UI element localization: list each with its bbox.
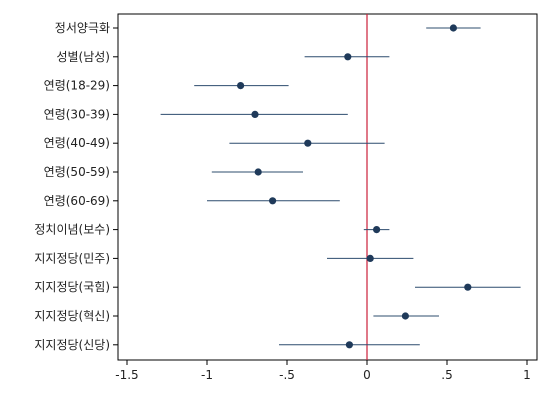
x-tick-label-1: -1.5 [115,368,138,382]
estimate-point-row-3 [237,82,245,90]
x-tick-label-3: -.5 [279,368,295,382]
y-tick-label-row-5: 연령(40-49) [44,136,110,150]
estimate-point-row-9 [366,254,374,262]
y-tick-label-row-8: 정치이념(보수) [34,223,110,237]
y-tick-label-row-6: 연령(50-59) [44,165,110,179]
y-tick-label-row-3: 연령(18-29) [44,79,110,93]
y-tick-label-row-4: 연령(30-39) [44,107,110,121]
y-tick-label-row-7: 연령(60-69) [44,194,110,208]
estimate-point-row-4 [251,110,259,118]
plot-frame [117,13,538,361]
estimate-point-row-1 [449,24,457,32]
y-tick-label-row-9: 지지정당(민주) [34,251,110,265]
y-tick-label-row-1: 정서양극화 [55,21,110,35]
y-tick-label-row-2: 성별(남성) [56,50,110,64]
y-tick-label-row-10: 지지정당(국힘) [34,280,110,294]
x-tick-label-2: -1 [201,368,213,382]
estimate-point-row-12 [345,341,353,349]
x-tick-label-6: 1 [523,368,531,382]
estimate-point-row-6 [254,168,262,176]
estimate-point-row-7 [269,197,277,205]
estimate-point-row-11 [401,312,409,320]
x-tick-label-5: .5 [441,368,452,382]
y-tick-label-row-11: 지지정당(혁신) [34,309,110,323]
estimate-point-row-8 [373,226,381,234]
estimate-point-row-5 [304,139,312,147]
estimate-point-row-2 [344,53,352,61]
estimate-point-row-10 [464,283,472,291]
x-tick-label-4: 0 [363,368,371,382]
y-tick-label-row-12: 지지정당(신당) [34,338,110,352]
